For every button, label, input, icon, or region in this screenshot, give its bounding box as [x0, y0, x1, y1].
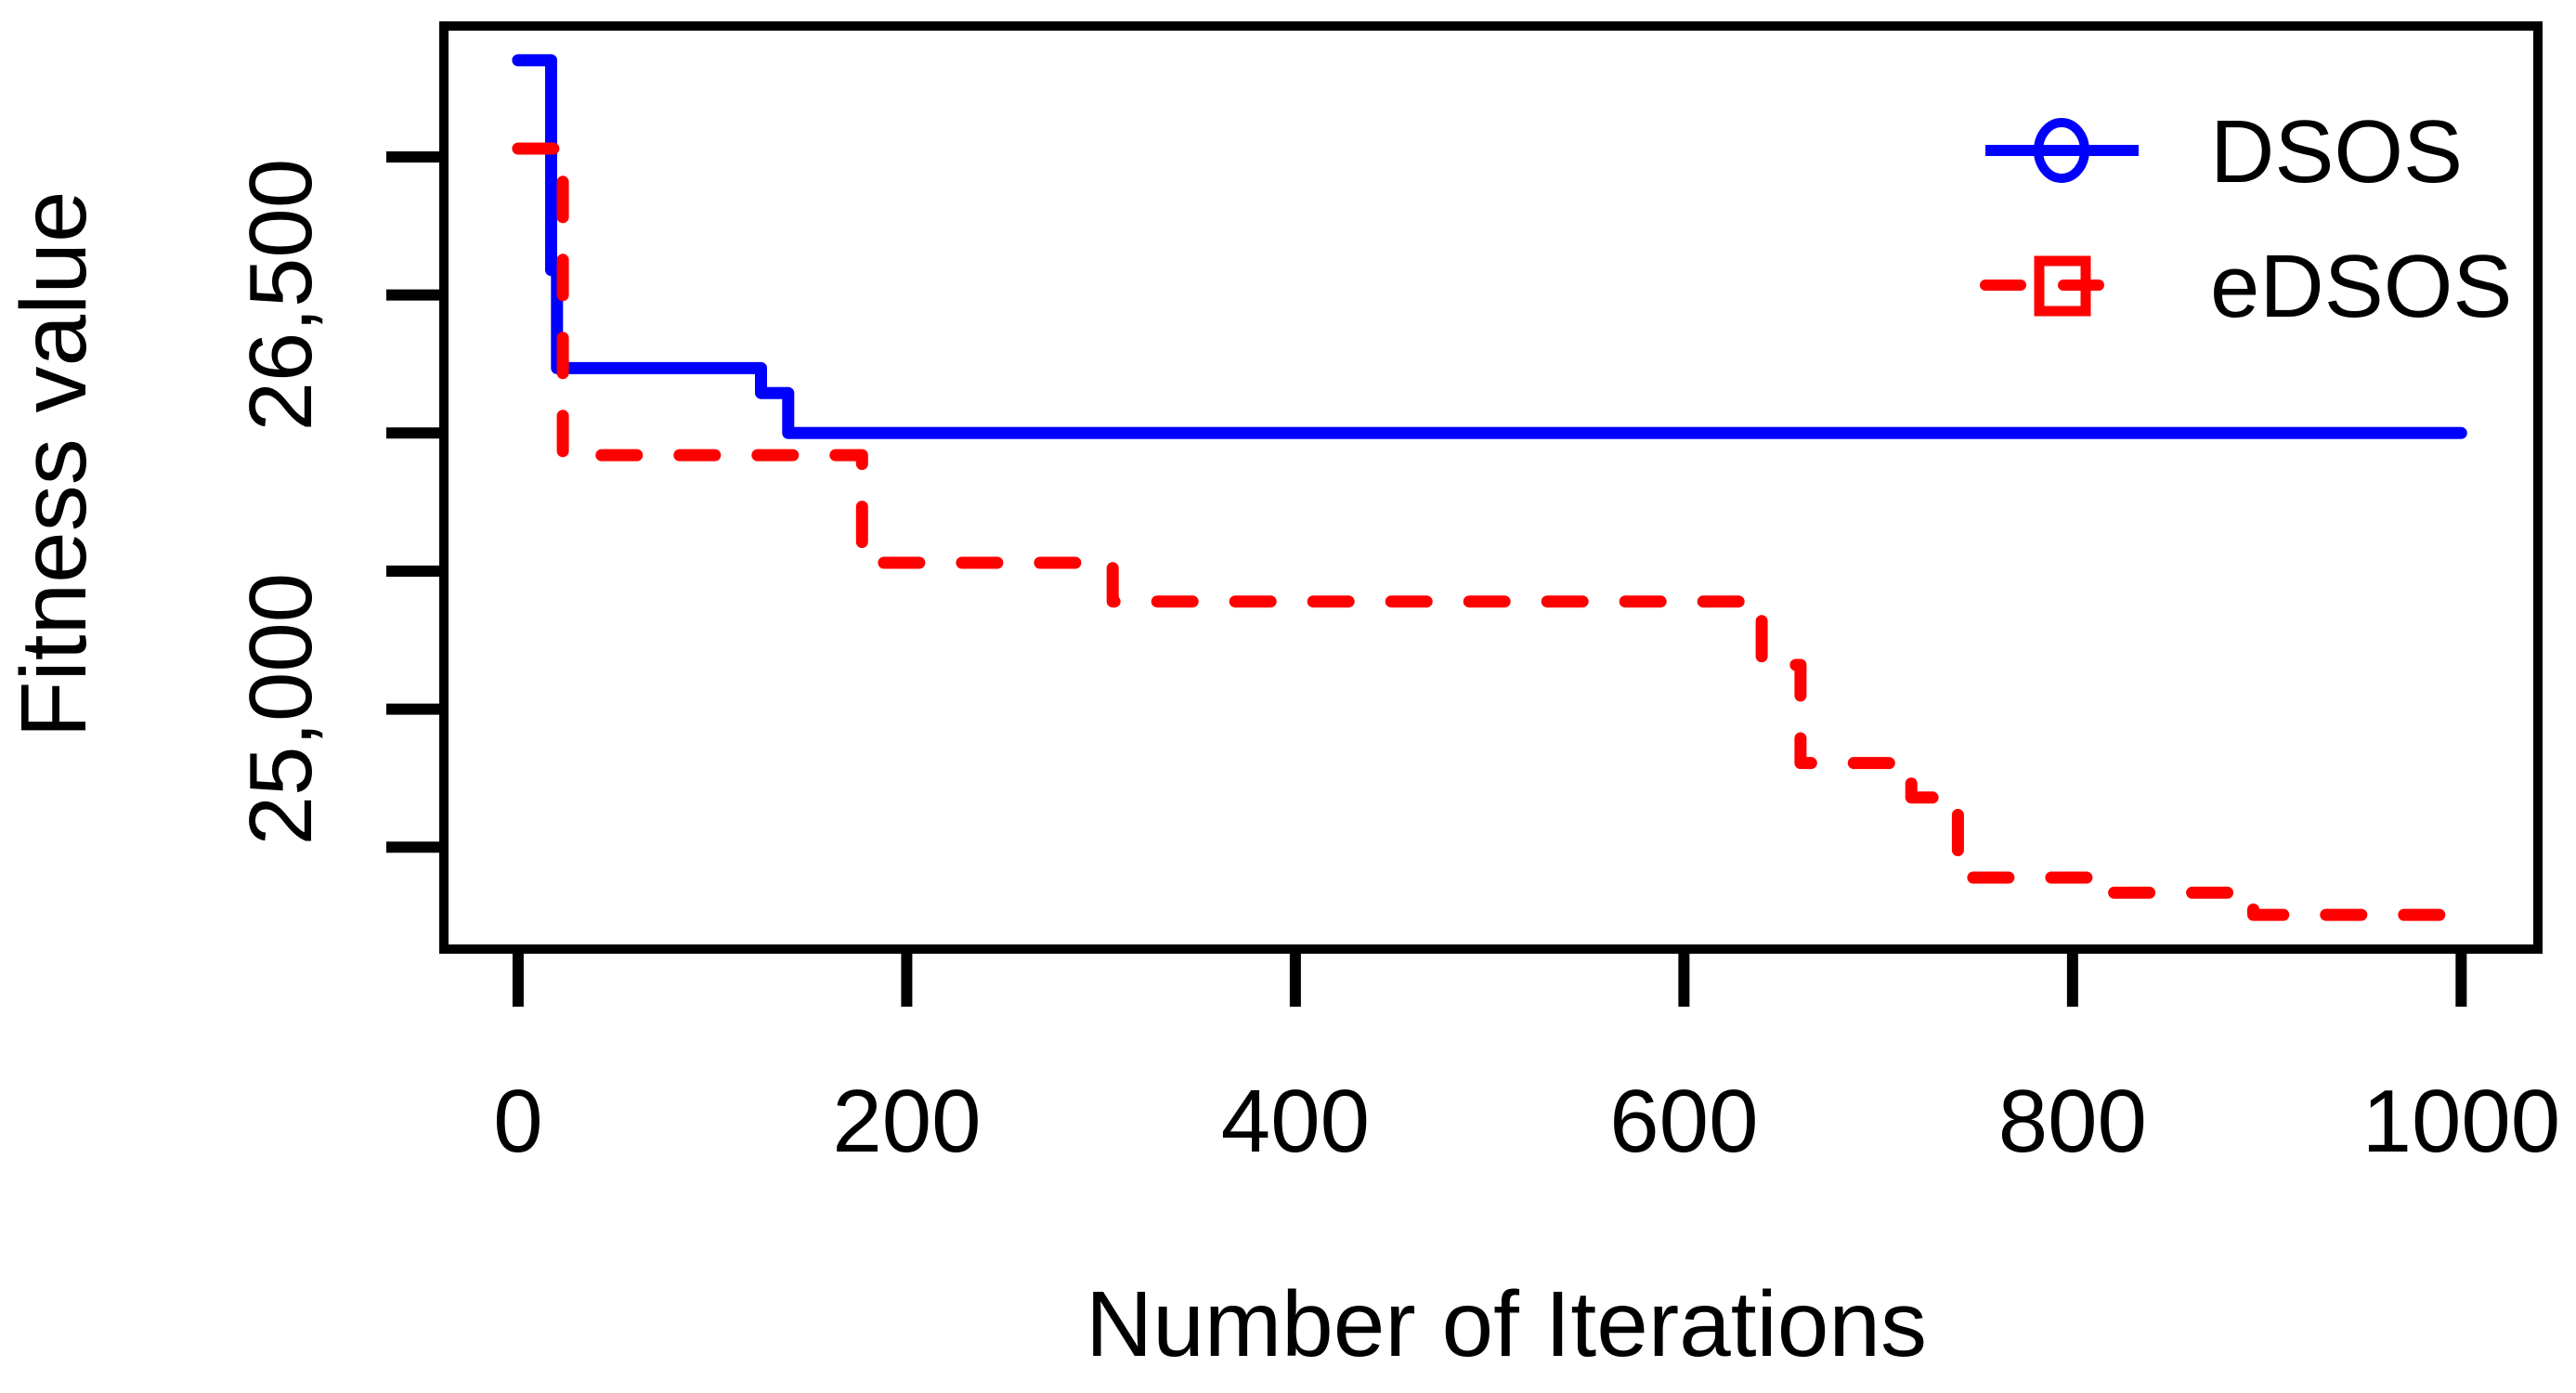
x-tick-label: 1000	[2362, 1072, 2561, 1171]
dsos-circle-marker-icon	[2034, 118, 2089, 183]
legend-entry-dsos: DSOS	[1985, 102, 2463, 202]
legend: DSOS eDSOS	[1980, 102, 2512, 336]
x-tick-label: 800	[1998, 1072, 2147, 1171]
x-tick-label: 600	[1609, 1072, 1758, 1171]
series-lines	[512, 54, 2467, 921]
legend-entry-edsos: eDSOS	[1980, 237, 2512, 336]
y-axis-ticks: 25,000 26,500	[231, 150, 444, 853]
edsos-square-marker-icon	[2034, 255, 2091, 317]
y-tick-label: 26,500	[231, 159, 331, 432]
legend-label-dsos: DSOS	[2210, 102, 2463, 202]
y-axis-title: Fitness value	[2, 190, 106, 737]
x-tick-label: 400	[1221, 1072, 1370, 1171]
x-axis-title: Number of Iterations	[1086, 1272, 1927, 1376]
plot-area-border	[439, 21, 2543, 954]
x-tick-label: 0	[493, 1072, 542, 1171]
series-dsos	[512, 54, 2467, 439]
x-axis-ticks: 0 200 400 600 800 1000	[493, 949, 2560, 1171]
series-edsos	[512, 142, 2467, 921]
y-tick-label: 25,000	[231, 573, 331, 846]
x-tick-label: 200	[832, 1072, 981, 1171]
legend-label-edsos: eDSOS	[2210, 237, 2512, 336]
